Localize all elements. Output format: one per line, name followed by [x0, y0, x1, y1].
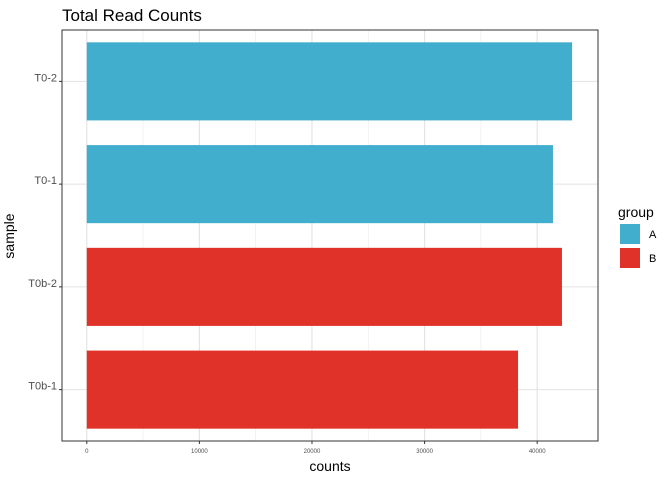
y-axis: T0b-1 T0b-2 T0-1 T0-2	[28, 72, 62, 393]
y-tick-label: T0b-1	[28, 381, 57, 393]
legend-title: group	[618, 204, 654, 220]
legend-key-B	[620, 248, 640, 268]
x-axis: 0 10000 20000 30000 40000	[85, 441, 546, 455]
legend-label-A: A	[649, 229, 657, 241]
y-tick-label: T0-1	[34, 175, 57, 187]
chart-title: Total Read Counts	[62, 6, 202, 25]
bars	[86, 42, 573, 429]
x-tick-label: 30000	[416, 449, 433, 455]
y-tick-label: T0b-2	[28, 278, 57, 290]
y-tick-label: T0-2	[34, 72, 57, 84]
bar-T0-1	[86, 145, 553, 224]
y-axis-title: sample	[1, 213, 17, 258]
x-tick-label: 0	[85, 449, 89, 455]
bar-T0b-2	[86, 247, 562, 326]
x-tick-label: 20000	[304, 449, 321, 455]
legend-key-A	[620, 224, 640, 244]
legend-label-B: B	[649, 253, 656, 265]
x-axis-title: counts	[309, 458, 350, 474]
x-tick-label: 10000	[191, 449, 208, 455]
bar-T0b-1	[86, 350, 519, 429]
x-tick-label: 40000	[529, 449, 546, 455]
panel-border	[61, 29, 599, 442]
bar-T0-2	[86, 42, 573, 121]
legend: group AB	[618, 204, 657, 268]
